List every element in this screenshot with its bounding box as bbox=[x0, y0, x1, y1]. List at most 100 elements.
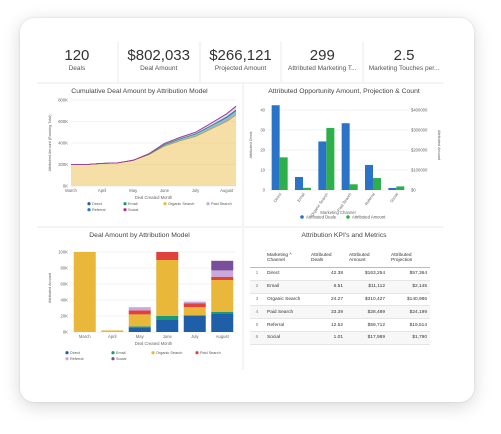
legend-label: Referral bbox=[92, 208, 106, 212]
cell-projection: $2,145 bbox=[388, 280, 430, 294]
cell-amount: $11,112 bbox=[346, 280, 388, 294]
bar-segment-email bbox=[183, 315, 206, 316]
legend-label: Direct bbox=[70, 351, 81, 355]
header-attributed-projection[interactable]: Attributed Projection bbox=[388, 249, 430, 268]
kpi-label: Deals bbox=[68, 65, 86, 72]
x-tick-label: May bbox=[129, 188, 138, 193]
row-index: 1 bbox=[250, 267, 264, 281]
table-row[interactable]: 4 Paid Search 33.39 $28,489 $24,199 bbox=[250, 305, 430, 320]
x-tick-label: April bbox=[98, 188, 106, 193]
panel-title: Deal Amount by Attribution Model bbox=[89, 232, 190, 239]
y-tick-label: 60K bbox=[61, 282, 69, 287]
y-right-tick-label: $100000 bbox=[411, 168, 428, 173]
bar-segment-paid-search bbox=[156, 252, 179, 260]
legend-swatch bbox=[123, 202, 127, 206]
bar-segment-paid-search bbox=[211, 276, 234, 280]
y-right-tick-label: $400000 bbox=[411, 108, 428, 113]
opportunity-panel: Attributed Opportunity Amount, Projectio… bbox=[244, 84, 444, 226]
y-right-tick-label: $300000 bbox=[411, 128, 428, 133]
y-axis-label: Attributed Amount (Running Total) bbox=[48, 114, 52, 172]
legend-swatch bbox=[346, 215, 350, 219]
legend-swatch bbox=[65, 351, 69, 355]
legend-swatch bbox=[87, 202, 91, 206]
header-attributed-amount[interactable]: Attributed Amount bbox=[346, 249, 388, 268]
header-index bbox=[250, 249, 264, 268]
bar-segment-organic-search bbox=[101, 330, 124, 332]
bar-segment-social bbox=[211, 260, 234, 271]
kpi-touches-per-deal[interactable]: 2.5 Marketing Touches per... bbox=[364, 42, 444, 82]
bar-attributed-deals bbox=[388, 187, 397, 190]
kpi-deals[interactable]: 120 Deals bbox=[37, 42, 117, 82]
y-right-tick-label: $200000 bbox=[411, 148, 428, 153]
cell-deals: 12.52 bbox=[308, 318, 346, 332]
kpi-label: Deal Amount bbox=[140, 65, 178, 72]
bar-segment-organic-search bbox=[73, 252, 96, 332]
x-tick-label: June bbox=[160, 188, 170, 193]
cell-deals: 6.51 bbox=[308, 280, 346, 294]
y-tick-label: 200K bbox=[58, 162, 68, 167]
bar-attributed-amount bbox=[396, 186, 405, 190]
opportunity-bar-chart[interactable]: 0 10 20 30 40 $0 $100000 $200000 $300000 $400000 A… bbox=[244, 84, 444, 226]
cell-amount: $163,254 bbox=[346, 267, 388, 281]
panel-title: Attributed Opportunity Amount, Projectio… bbox=[268, 88, 420, 95]
cell-projection: $1,790 bbox=[388, 331, 430, 345]
x-tick-label: May bbox=[136, 334, 145, 339]
header-attributed-deals[interactable]: Attributed Deals bbox=[308, 249, 346, 268]
header-marketing-channel[interactable]: Marketing ^ Channel bbox=[264, 249, 308, 268]
kpi-marketing-touches[interactable]: 299 Attributed Marketing T... bbox=[282, 42, 363, 82]
cell-channel: Direct bbox=[264, 267, 308, 281]
table-row[interactable]: 5 Referral 12.52 $59,712 $19,514 bbox=[250, 318, 430, 332]
legend-label: Referral bbox=[70, 357, 84, 361]
bar-segment-paid-search bbox=[128, 310, 151, 315]
table-row[interactable]: 2 Email 6.51 $11,112 $2,145 bbox=[250, 280, 430, 294]
y-tick-label: 100K bbox=[58, 250, 68, 255]
table-row[interactable]: 1 Direct 42.38 $163,254 $57,364 bbox=[250, 267, 430, 281]
bar-attributed-deals bbox=[295, 176, 303, 190]
x-tick-label: March bbox=[79, 334, 91, 339]
kpi-deal-amount[interactable]: $802,033 Deal Amount bbox=[118, 42, 199, 82]
table-row[interactable]: 3 Organic Search 24.27 $310,427 $140,986 bbox=[250, 293, 430, 307]
dashboard: 120 Deals $802,033 Deal Amount $266,121 … bbox=[37, 42, 444, 370]
kpi-projected-amount[interactable]: $266,121 Projected Amount bbox=[200, 42, 281, 82]
legend-swatch bbox=[300, 215, 304, 219]
bar-segment-referral bbox=[183, 301, 206, 304]
x-axis-label: Deal Created Month bbox=[135, 195, 173, 200]
legend-swatch bbox=[87, 208, 91, 212]
cell-amount: $59,712 bbox=[346, 318, 388, 332]
cell-amount: $310,427 bbox=[346, 293, 388, 307]
y-tick-label: 0K bbox=[63, 330, 68, 335]
legend-swatch bbox=[111, 351, 115, 355]
y-tick-label: 20K bbox=[61, 314, 69, 319]
bar-attributed-deals bbox=[271, 105, 280, 190]
cell-deals: 24.27 bbox=[308, 293, 346, 307]
y-tick-label: 80K bbox=[61, 266, 69, 271]
cell-channel: Social bbox=[264, 331, 308, 345]
x-tick-label: Referral bbox=[364, 192, 376, 207]
y-tick-label: 40 bbox=[260, 108, 265, 113]
table-row[interactable]: 6 Social 1.01 $17,989 $1,790 bbox=[250, 331, 430, 345]
bar-segment-organic-search bbox=[183, 307, 206, 316]
legend-swatch bbox=[123, 208, 127, 212]
deal-stacked-bar-chart[interactable]: 0K 20K 40K 60K 80K 100K Attributed Amount March… bbox=[37, 228, 242, 370]
kpi-table: Marketing ^ Channel Attributed Deals Att… bbox=[250, 249, 430, 345]
legend-label: Paid Search bbox=[200, 351, 221, 355]
x-tick-label: June bbox=[163, 334, 173, 339]
x-tick-label: March bbox=[65, 188, 77, 193]
cell-projection: $24,199 bbox=[388, 305, 430, 320]
y-axis-label: Attributed Deals bbox=[249, 131, 253, 158]
cumulative-area-chart[interactable]: 0K 200K 400K 600K 800K Attributed Amount (Run… bbox=[37, 84, 242, 226]
kpi-value: 2.5 bbox=[393, 47, 415, 64]
legend-label: Paid Search bbox=[211, 202, 232, 206]
x-tick-label: July bbox=[191, 334, 199, 339]
cell-amount: $28,489 bbox=[346, 305, 388, 320]
cell-channel: Referral bbox=[264, 318, 308, 332]
x-tick-label: August bbox=[216, 334, 230, 339]
kpi-label: Attributed Marketing T... bbox=[288, 65, 357, 72]
bar-attributed-amount bbox=[326, 127, 335, 190]
row-index: 2 bbox=[250, 280, 264, 294]
x-tick-label: July bbox=[192, 188, 200, 193]
row-index: 3 bbox=[250, 293, 264, 307]
panel-title: Cumulative Deal Amount by Attribution Mo… bbox=[71, 88, 208, 95]
legend-label: Organic Search bbox=[168, 202, 194, 206]
row-index: 4 bbox=[250, 305, 264, 320]
